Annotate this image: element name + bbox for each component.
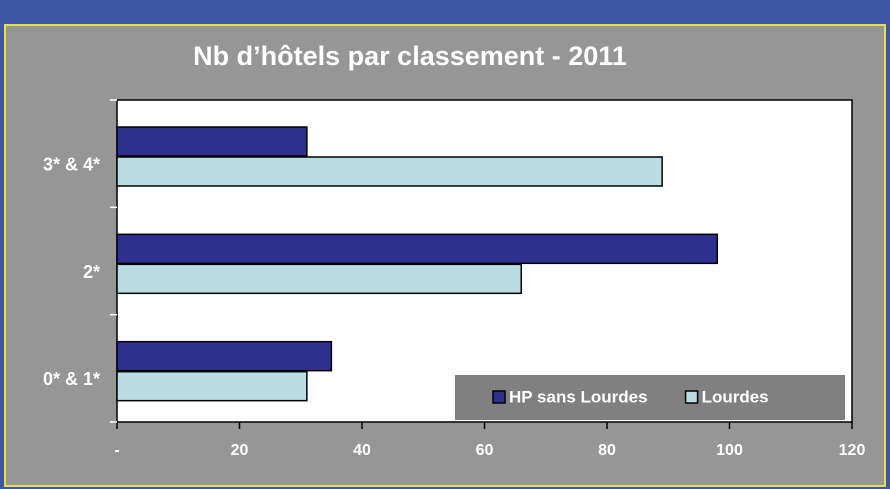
legend-swatch [492,390,506,404]
y-tick-label: 0* & 1* [43,369,100,389]
x-tick-label: 120 [839,442,866,459]
x-tick-label: 40 [353,442,371,459]
bar [116,263,522,295]
legend-label: Lourdes [702,387,769,406]
chart-title: Nb d’hôtels par classement - 2011 [193,41,627,71]
y-tick-label: 2* [83,262,100,282]
bar [116,126,308,157]
x-tick-label: 20 [231,442,249,459]
bar [116,233,718,265]
x-tick-label: 80 [598,442,616,459]
bar [116,370,308,402]
bar [116,340,333,372]
bar [116,156,663,187]
x-tick-label: 60 [476,442,494,459]
x-tick-label: 100 [716,442,743,459]
legend-box [455,375,845,420]
legend-swatch [684,390,699,404]
y-tick-label: 3* & 4* [43,154,100,174]
x-tick-label: - [114,442,119,459]
legend-label: HP sans Lourdes [509,387,648,406]
